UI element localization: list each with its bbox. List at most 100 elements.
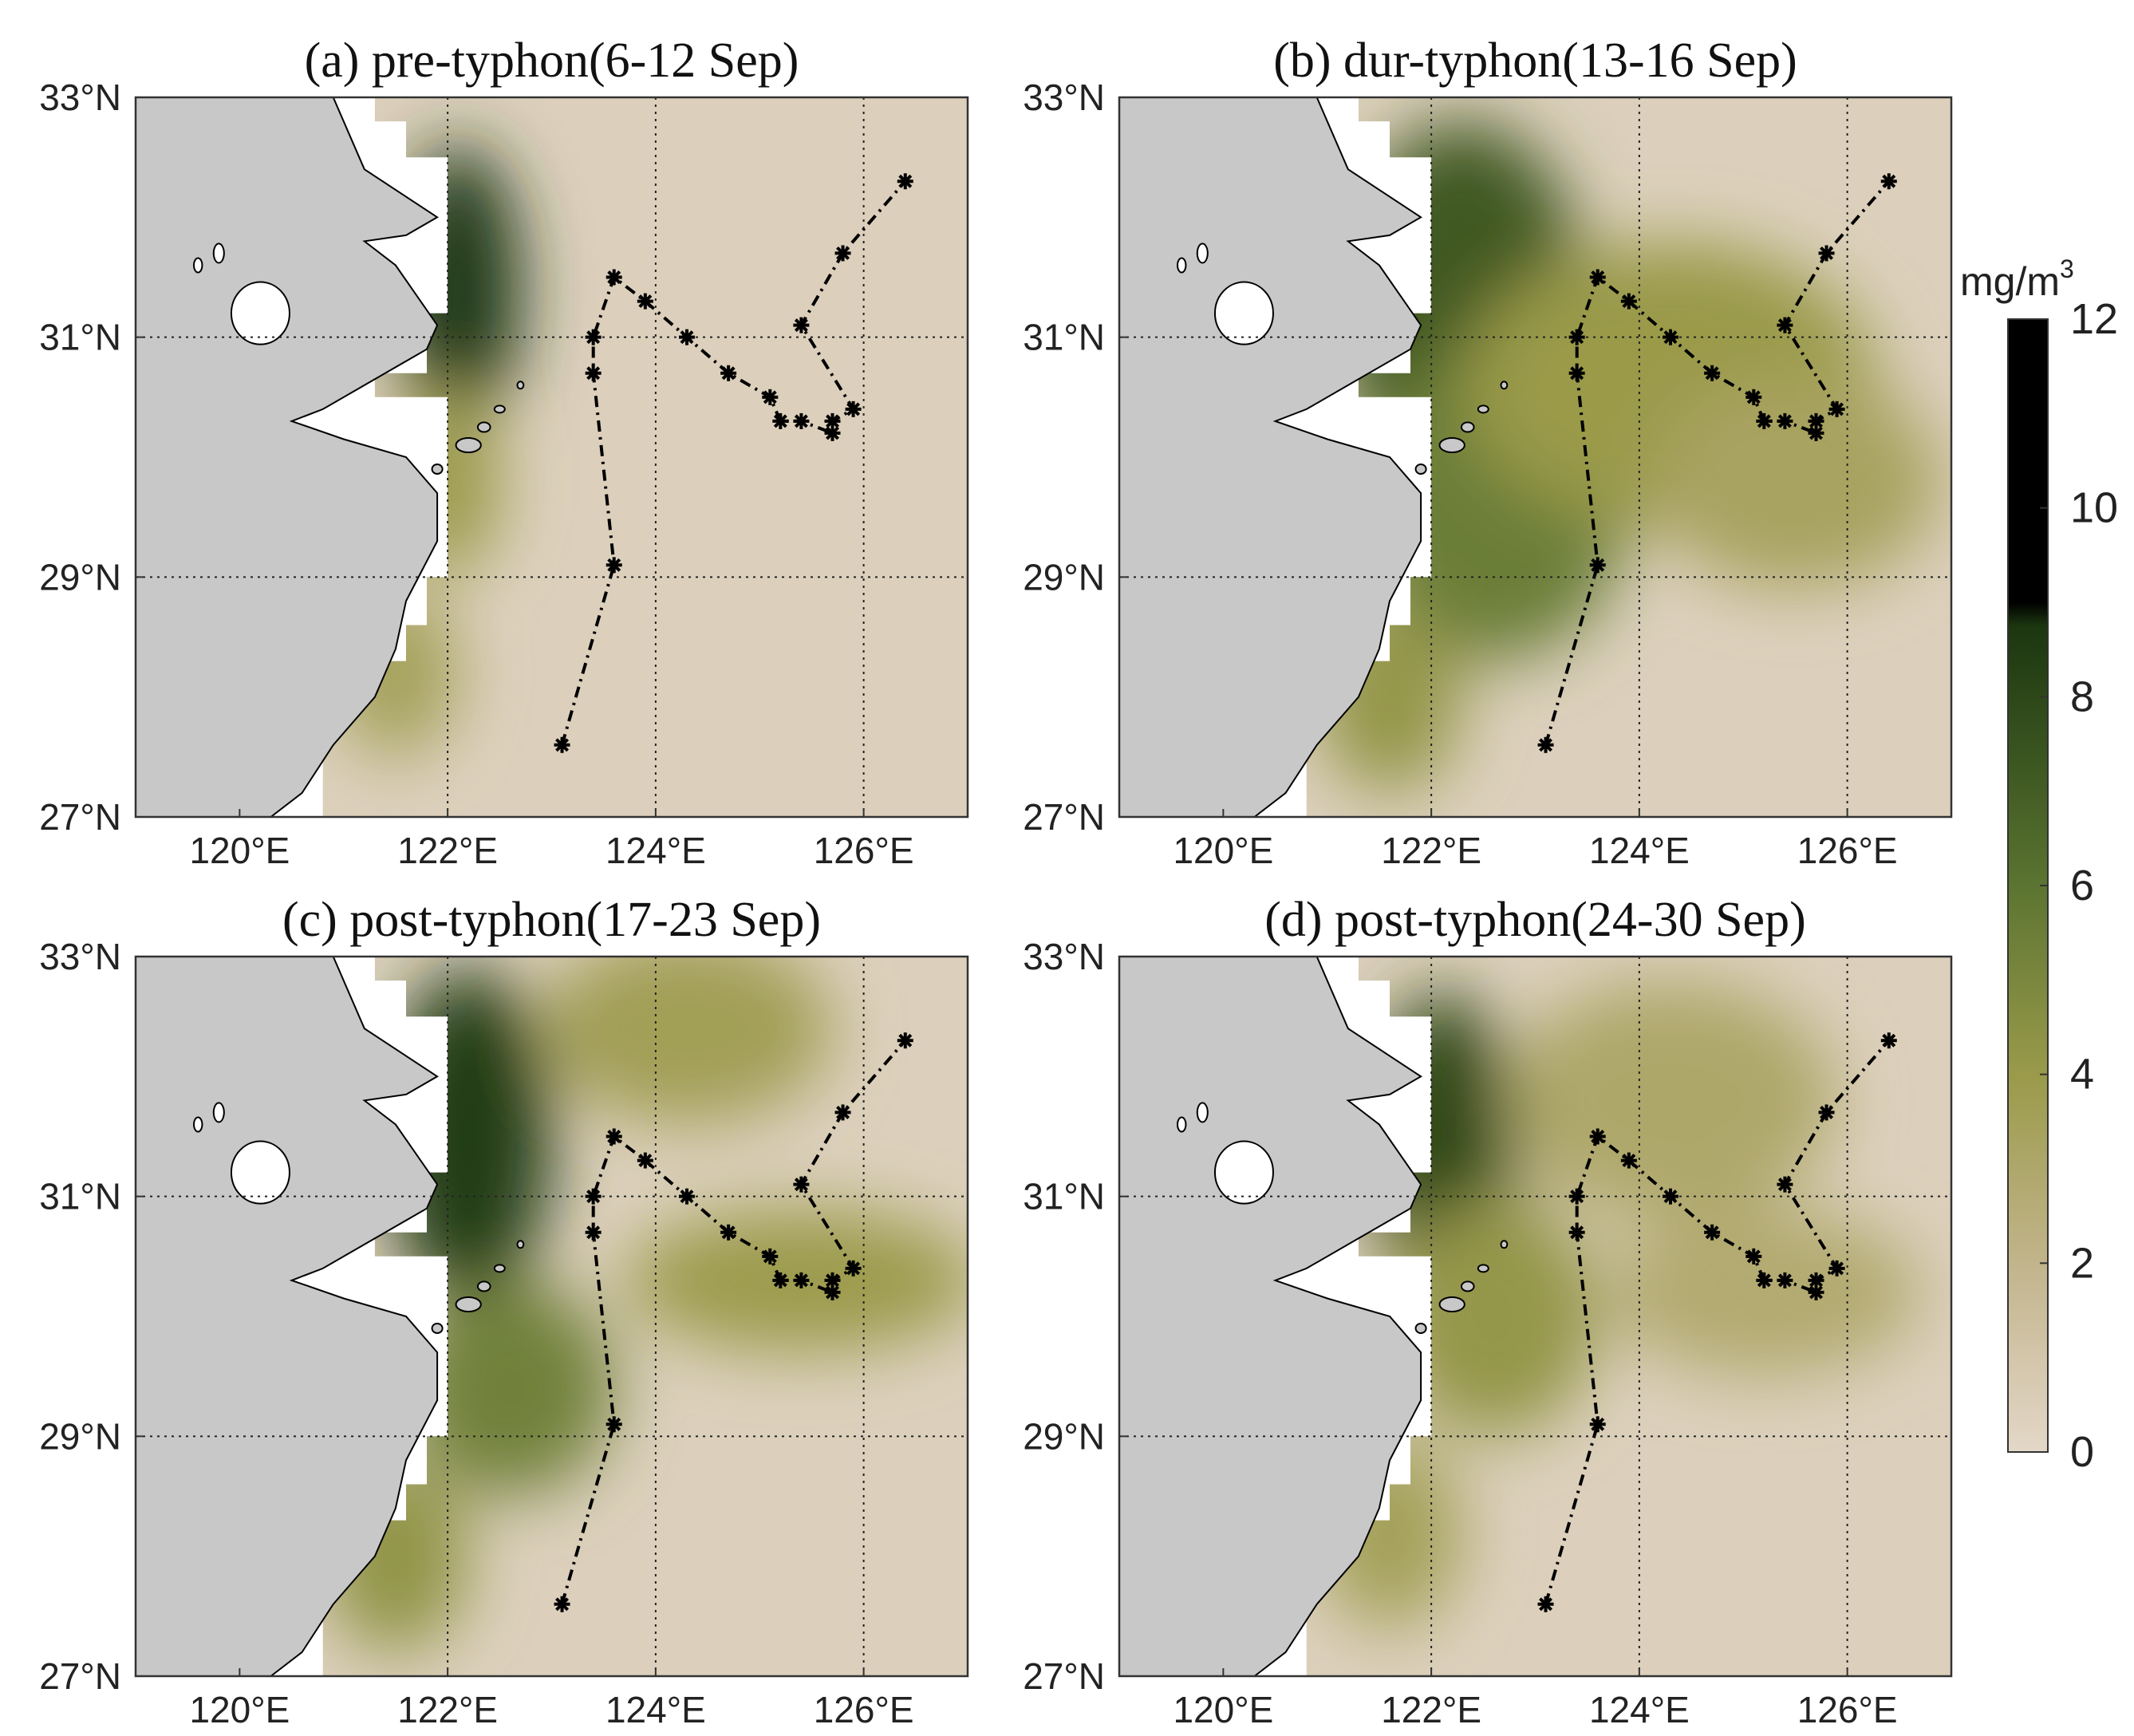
island	[1460, 421, 1475, 433]
no-data-mask	[1254, 97, 1432, 817]
island	[476, 1280, 491, 1292]
track-marker	[1662, 329, 1678, 345]
lon-tick-label: 120°E	[1173, 1689, 1273, 1730]
track-marker	[1568, 1224, 1585, 1241]
island	[193, 1116, 203, 1133]
lat-tick-label: 33°N	[1023, 77, 1105, 118]
track-marker	[834, 245, 851, 262]
island	[1438, 1296, 1465, 1312]
track-marker	[1828, 400, 1845, 417]
track-marker	[554, 736, 570, 753]
land	[136, 97, 440, 817]
lat-tick-label: 31°N	[1023, 1176, 1105, 1217]
track-marker	[637, 293, 653, 310]
panel-frame	[1118, 96, 1953, 819]
track-marker	[1777, 1272, 1793, 1288]
lon-tick-label: 126°E	[814, 1689, 914, 1730]
no-data-mask	[270, 97, 448, 817]
land	[136, 957, 440, 1676]
island	[1414, 1323, 1427, 1335]
island	[1177, 257, 1187, 274]
track-marker	[605, 1128, 622, 1145]
map-panel: (d) post-typhon(24-30 Sep) 120°E 122°E 124°…	[1023, 893, 1953, 1730]
track-marker	[678, 1188, 695, 1205]
colorbar-tick-label: 2	[2070, 1239, 2094, 1287]
lake	[230, 1140, 290, 1205]
lon-tick-label: 124°E	[1589, 1689, 1690, 1730]
track-marker	[793, 412, 810, 429]
concentration-field	[322, 957, 968, 1652]
track-marker	[1662, 1188, 1678, 1205]
concentration-blob	[541, 957, 833, 1125]
track-marker	[1620, 293, 1637, 310]
island	[1196, 1102, 1209, 1123]
lake	[1213, 281, 1274, 345]
no-data-mask	[270, 957, 448, 1676]
track-marker	[1568, 329, 1585, 345]
lon-tick-label: 124°E	[605, 1689, 706, 1730]
track-marker	[1777, 317, 1793, 333]
track-marker	[1568, 1188, 1585, 1205]
panel-frame	[134, 955, 969, 1678]
track-marker	[762, 1248, 779, 1265]
lat-tick-label: 29°N	[1023, 1415, 1105, 1457]
lon-tick-label: 120°E	[1173, 830, 1273, 871]
track-marker	[637, 1152, 653, 1169]
lat-tick-label: 27°N	[39, 796, 121, 838]
lake	[230, 281, 290, 345]
colorbar-unit: mg/m3	[1960, 254, 2074, 304]
lat-tick-label: 27°N	[1023, 796, 1105, 838]
track-marker	[605, 269, 622, 286]
track-marker	[762, 389, 779, 405]
lat-tick-label: 33°N	[1023, 936, 1105, 977]
track-marker	[845, 1260, 862, 1276]
concentration-blob	[405, 1280, 614, 1497]
track-marker	[1537, 736, 1554, 753]
track-marker	[720, 1224, 737, 1241]
concentration-blob	[1649, 373, 1941, 590]
island	[431, 1323, 444, 1335]
lon-tick-label: 122°E	[397, 1689, 498, 1730]
colorbar-tick-label: 4	[2070, 1051, 2094, 1099]
track-marker	[1589, 557, 1606, 574]
track-marker	[1620, 1152, 1637, 1169]
panel-title: (b) dur-typhon(13-16 Sep)	[1273, 34, 1797, 88]
island	[1477, 404, 1489, 414]
track-marker	[1828, 1260, 1845, 1276]
lon-tick-label: 126°E	[1797, 1689, 1898, 1730]
panel-frame	[134, 96, 969, 819]
track-marker	[678, 329, 695, 345]
track-marker	[793, 317, 810, 333]
track-marker	[897, 1032, 913, 1049]
island	[1500, 381, 1509, 390]
map-panels: (a) pre-typhon(6-12 Sep) 120°E 122°E 124°E 1…	[39, 34, 1953, 1730]
track-marker	[1704, 365, 1721, 381]
lon-tick-label: 126°E	[1797, 830, 1898, 871]
track-marker	[1704, 1224, 1721, 1241]
lat-tick-label: 31°N	[39, 1176, 121, 1217]
lon-tick-label: 120°E	[189, 830, 290, 871]
lake	[1213, 1140, 1274, 1205]
lon-tick-label: 122°E	[1381, 1689, 1481, 1730]
colorbar-tick-label: 10	[2070, 484, 2118, 532]
lat-tick-label: 31°N	[1023, 317, 1105, 358]
island	[431, 464, 444, 475]
lon-tick-label: 124°E	[1589, 830, 1690, 871]
track-marker	[1589, 1128, 1606, 1145]
track-marker	[845, 400, 862, 417]
map-panel: (b) dur-typhon(13-16 Sep) 120°E 122°E 124°E…	[1023, 34, 1953, 871]
island	[455, 1296, 482, 1312]
concentration-blob	[1504, 980, 1837, 1221]
track-marker	[1808, 1272, 1824, 1288]
concentration-blob	[1607, 1208, 1920, 1377]
lat-tick-label: 31°N	[39, 317, 121, 358]
track-marker	[554, 1596, 570, 1612]
track-marker	[585, 365, 602, 381]
track-marker	[1880, 173, 1897, 190]
colorbar-tick-label: 8	[2070, 673, 2094, 720]
track-marker	[605, 1416, 622, 1433]
no-data-mask	[1254, 957, 1432, 1676]
track-marker	[1589, 269, 1606, 286]
island	[1177, 1116, 1187, 1133]
